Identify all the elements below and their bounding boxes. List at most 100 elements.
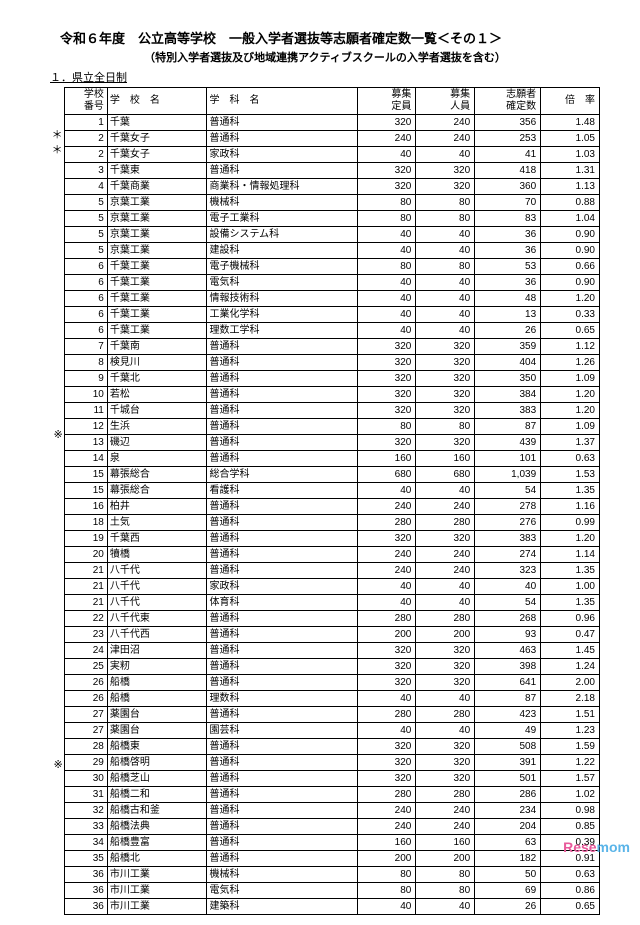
cell-num: 15 — [64, 483, 107, 499]
table-row: 27薬園台園芸科4040491.23 — [64, 723, 599, 739]
cell-rec: 320 — [416, 163, 475, 179]
cell-dept: 普通科 — [207, 739, 357, 755]
table-row: 21八千代普通科2402403231.35 — [64, 563, 599, 579]
row-mark — [50, 503, 64, 518]
cell-rec: 80 — [416, 867, 475, 883]
table-row: 21八千代家政科4040401.00 — [64, 579, 599, 595]
cell-app: 360 — [475, 179, 541, 195]
table-row: 13磯辺普通科3203204391.37 — [64, 435, 599, 451]
cell-rate: 1.57 — [541, 771, 600, 787]
table-row: 12生浜普通科8080871.09 — [64, 419, 599, 435]
cell-school: 船橋法典 — [107, 819, 207, 835]
cell-school: 犢橋 — [107, 547, 207, 563]
cell-rate: 1.20 — [541, 531, 600, 547]
cell-app: 391 — [475, 755, 541, 771]
cell-app: 87 — [475, 691, 541, 707]
row-mark — [50, 203, 64, 218]
cell-app: 41 — [475, 147, 541, 163]
cell-cap: 40 — [357, 691, 416, 707]
cell-school: 千葉工業 — [107, 291, 207, 307]
header-app: 志願者 確定数 — [475, 88, 541, 115]
table-row: 21八千代体育科4040541.35 — [64, 595, 599, 611]
row-mark — [50, 368, 64, 383]
cell-num: 26 — [64, 675, 107, 691]
table-row: 10若松普通科3203203841.20 — [64, 387, 599, 403]
cell-school: 土気 — [107, 515, 207, 531]
cell-cap: 160 — [357, 451, 416, 467]
cell-rec: 320 — [416, 755, 475, 771]
cell-num: 2 — [64, 131, 107, 147]
cell-rate: 1.09 — [541, 371, 600, 387]
table-row: 36市川工業建築科4040260.65 — [64, 899, 599, 915]
cell-school: 千葉 — [107, 115, 207, 131]
table-row: 6千葉工業電気科4040360.90 — [64, 275, 599, 291]
cell-app: 418 — [475, 163, 541, 179]
cell-rec: 40 — [416, 595, 475, 611]
cell-cap: 320 — [357, 739, 416, 755]
table-row: 11千城台普通科3203203831.20 — [64, 403, 599, 419]
cell-num: 6 — [64, 323, 107, 339]
cell-dept: 普通科 — [207, 707, 357, 723]
cell-app: 359 — [475, 339, 541, 355]
cell-app: 384 — [475, 387, 541, 403]
cell-num: 13 — [64, 435, 107, 451]
cell-rec: 320 — [416, 435, 475, 451]
cell-cap: 40 — [357, 595, 416, 611]
cell-num: 33 — [64, 819, 107, 835]
row-mark: ※ — [50, 758, 64, 773]
cell-dept: 情報技術科 — [207, 291, 357, 307]
cell-dept: 普通科 — [207, 531, 357, 547]
row-mark: ＊ — [50, 143, 64, 158]
cell-app: 48 — [475, 291, 541, 307]
cell-cap: 320 — [357, 643, 416, 659]
table-row: 27薬園台普通科2802804231.51 — [64, 707, 599, 723]
cell-app: 182 — [475, 851, 541, 867]
cell-num: 14 — [64, 451, 107, 467]
cell-rec: 320 — [416, 339, 475, 355]
cell-num: 31 — [64, 787, 107, 803]
header-row: 学校 番号 学 校 名 学 科 名 募集 定員 募集 人員 志願者 確定数 倍 … — [64, 88, 599, 115]
cell-dept: 普通科 — [207, 131, 357, 147]
row-mark — [50, 593, 64, 608]
row-mark: ＊ — [50, 128, 64, 143]
cell-school: 千葉東 — [107, 163, 207, 179]
cell-rec: 40 — [416, 899, 475, 915]
cell-app: 356 — [475, 115, 541, 131]
row-mark — [50, 383, 64, 398]
row-mark — [50, 263, 64, 278]
cell-rec: 240 — [416, 115, 475, 131]
cell-school: 千葉北 — [107, 371, 207, 387]
cell-num: 19 — [64, 531, 107, 547]
table-row: 31船橋二和普通科2802802861.02 — [64, 787, 599, 803]
cell-num: 5 — [64, 243, 107, 259]
cell-rate: 1.02 — [541, 787, 600, 803]
cell-rec: 320 — [416, 739, 475, 755]
cell-school: 船橋北 — [107, 851, 207, 867]
cell-rate: 1.13 — [541, 179, 600, 195]
cell-rec: 240 — [416, 131, 475, 147]
cell-dept: 電子工業科 — [207, 211, 357, 227]
table-row: 15幕張総合総合学科6806801,0391.53 — [64, 467, 599, 483]
table-row: 35船橋北普通科2002001820.91 — [64, 851, 599, 867]
cell-num: 29 — [64, 755, 107, 771]
cell-rate: 1.20 — [541, 387, 600, 403]
row-mark — [50, 623, 64, 638]
cell-cap: 80 — [357, 195, 416, 211]
row-mark — [50, 848, 64, 863]
cell-dept: 普通科 — [207, 499, 357, 515]
row-mark — [50, 338, 64, 353]
cell-num: 5 — [64, 211, 107, 227]
cell-rate: 1.09 — [541, 419, 600, 435]
cell-app: 508 — [475, 739, 541, 755]
cell-school: 八千代東 — [107, 611, 207, 627]
cell-school: 八千代西 — [107, 627, 207, 643]
cell-rate: 0.88 — [541, 195, 600, 211]
cell-rate: 1.05 — [541, 131, 600, 147]
cell-cap: 80 — [357, 419, 416, 435]
cell-app: 83 — [475, 211, 541, 227]
header-cap: 募集 定員 — [357, 88, 416, 115]
cell-rec: 680 — [416, 467, 475, 483]
cell-cap: 80 — [357, 867, 416, 883]
cell-rate: 1.37 — [541, 435, 600, 451]
cell-cap: 80 — [357, 259, 416, 275]
